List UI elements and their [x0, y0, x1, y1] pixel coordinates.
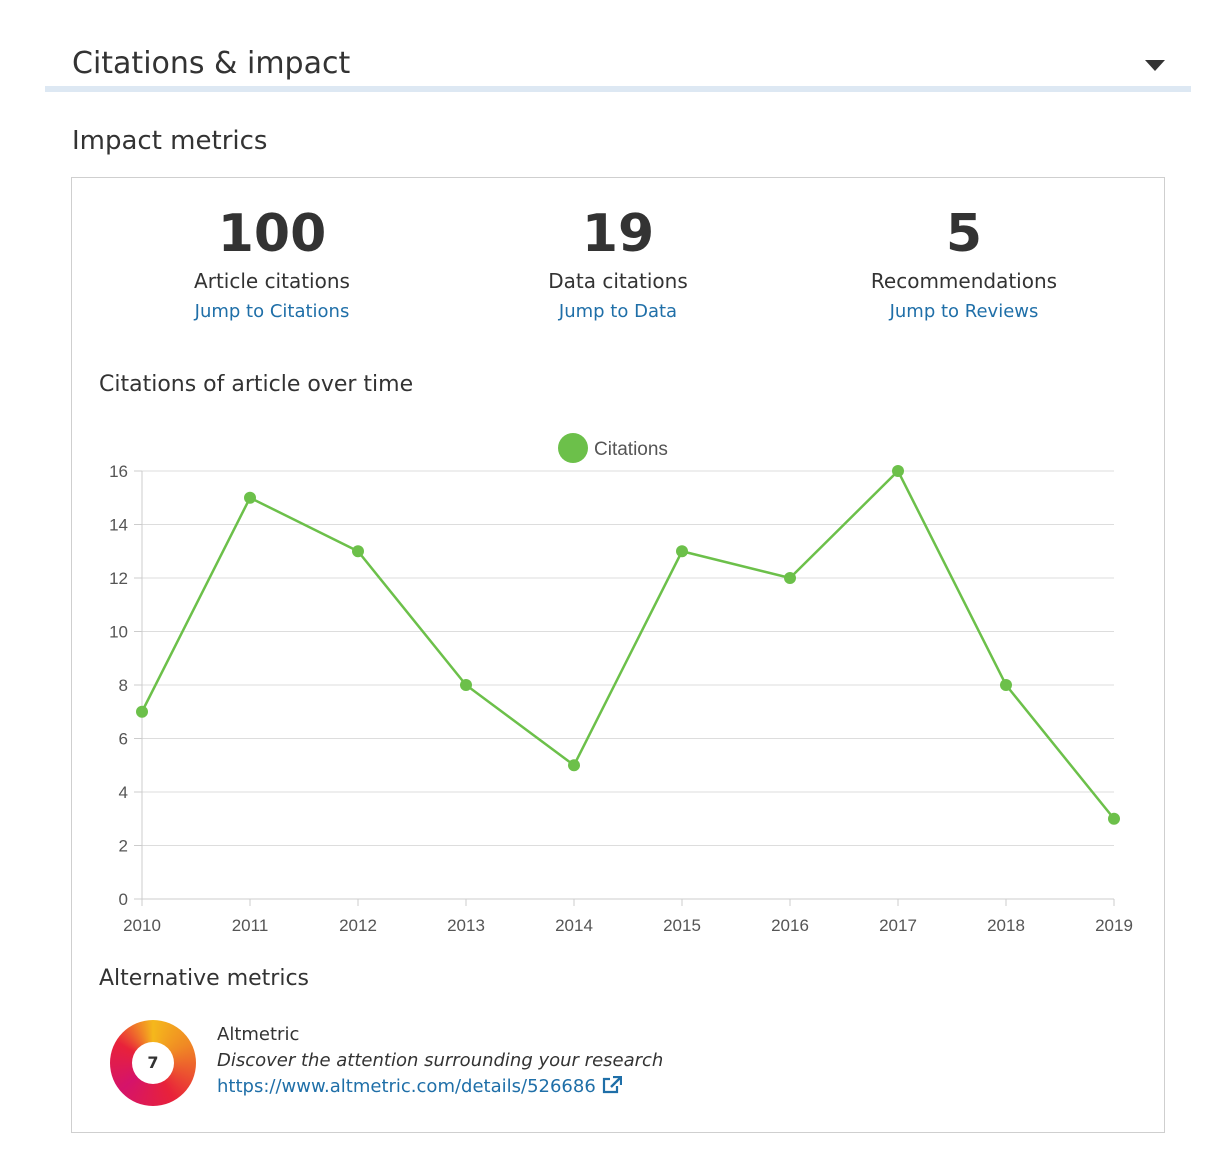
x-tick-label: 2016	[771, 916, 809, 935]
jump-to-data-link[interactable]: Jump to Data	[558, 301, 678, 322]
impact-metrics-panel: 100 Article citations Jump to Citations …	[71, 177, 1165, 1133]
altmetric-description: Discover the attention surrounding your …	[217, 1050, 664, 1071]
x-tick-label: 2011	[232, 916, 269, 935]
data-point	[460, 679, 472, 691]
altmetric-name: Altmetric	[217, 1024, 300, 1045]
metric-label: Recommendations	[870, 269, 1058, 293]
data-point	[352, 545, 364, 558]
metric-label: Data citations	[548, 269, 688, 293]
chart-title: Citations of article over time	[99, 372, 414, 397]
legend-label: Citations	[594, 439, 668, 460]
metric-value: 19	[581, 204, 655, 264]
x-tick-label: 2015	[663, 916, 701, 935]
y-tick-label: 16	[109, 462, 128, 481]
data-point	[784, 572, 796, 584]
altmetric-badge[interactable]: 7	[110, 1020, 196, 1106]
y-tick-label: 12	[109, 569, 128, 588]
alternative-metrics-title: Alternative metrics	[99, 966, 309, 991]
y-tick-label: 2	[119, 837, 128, 856]
y-tick-label: 0	[119, 890, 128, 909]
y-tick-label: 8	[119, 676, 128, 695]
jump-to-citations-link[interactable]: Jump to Citations	[194, 301, 350, 322]
data-point	[568, 759, 580, 772]
metric-recommendations: 5 Recommendations Jump to Reviews	[804, 203, 1124, 322]
y-tick-label: 4	[119, 783, 128, 802]
data-point	[892, 465, 904, 477]
x-tick-label: 2010	[123, 916, 161, 935]
metric-data-citations: 19 Data citations Jump to Data	[458, 203, 778, 322]
metric-article-citations: 100 Article citations Jump to Citations	[112, 203, 432, 322]
jump-to-reviews-link[interactable]: Jump to Reviews	[889, 301, 1039, 322]
x-tick-label: 2018	[987, 916, 1025, 935]
x-tick-label: 2017	[879, 916, 917, 935]
section-title: Citations & impact	[72, 46, 351, 81]
x-tick-label: 2013	[447, 916, 485, 935]
data-point	[1000, 679, 1012, 691]
x-tick-label: 2019	[1095, 916, 1133, 935]
data-point	[244, 491, 256, 504]
altmetric-link[interactable]: https://www.altmetric.com/details/526686	[217, 1076, 622, 1097]
y-tick-label: 14	[109, 516, 128, 535]
metric-value: 100	[217, 204, 327, 264]
metric-value: 5	[945, 204, 983, 264]
caret-down-icon[interactable]	[1145, 60, 1165, 71]
x-tick-label: 2012	[339, 916, 377, 935]
external-link-icon	[602, 1076, 622, 1094]
citations-line-chart: 0 2 4 6 8 10 12 14 16 2010 2011 2012 2013 2014 2015 201…	[109, 433, 1133, 935]
legend-swatch	[558, 433, 588, 463]
impact-metrics-title: Impact metrics	[72, 126, 268, 156]
x-tick-label: 2014	[555, 916, 593, 935]
data-point	[676, 545, 688, 558]
data-point	[136, 705, 148, 718]
section-header-citations-impact[interactable]: Citations & impact	[45, 40, 1191, 92]
metric-label: Article citations	[194, 269, 350, 293]
altmetric-link-text: https://www.altmetric.com/details/526686	[217, 1076, 596, 1097]
altmetric-score: 7	[132, 1042, 174, 1084]
data-point	[1108, 812, 1120, 825]
series-line	[140, 468, 1115, 820]
y-tick-label: 10	[109, 623, 128, 642]
y-tick-label: 6	[119, 730, 128, 749]
